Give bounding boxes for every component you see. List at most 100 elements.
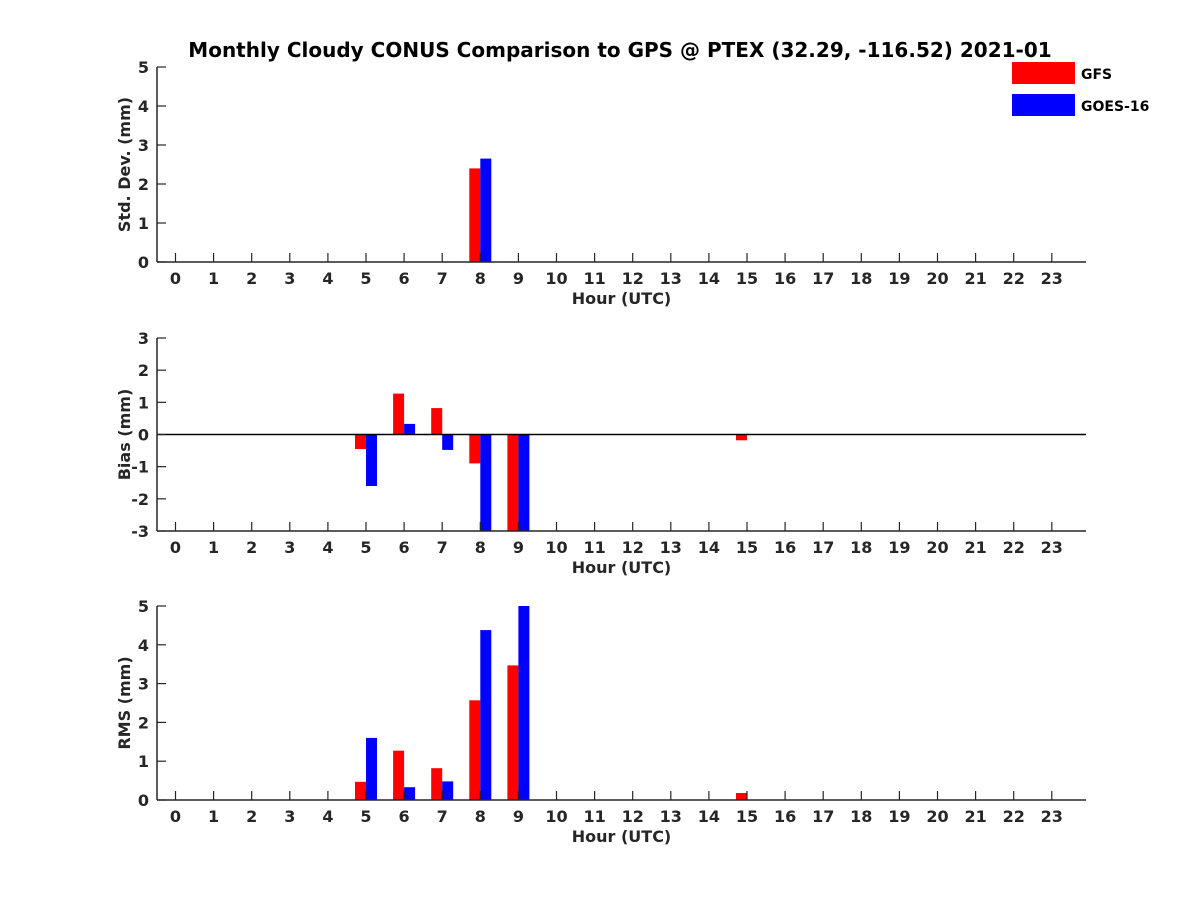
x-tick-label-10: 10: [545, 538, 567, 557]
x-tick-label-10: 10: [545, 807, 567, 826]
x-tick-label-10: 10: [545, 269, 567, 288]
x-tick-label-17: 17: [812, 807, 834, 826]
y-tick-label-1: 1: [138, 214, 149, 233]
x-tick-label-3: 3: [284, 807, 295, 826]
x-tick-label-16: 16: [774, 807, 796, 826]
legend-label-gfs: GFS: [1081, 67, 1112, 83]
x-tick-label-18: 18: [850, 269, 872, 288]
legend-swatch-goes16: [1012, 94, 1075, 116]
y-tick-label-4: 4: [138, 636, 149, 655]
x-tick-label-11: 11: [583, 807, 605, 826]
x-tick-label-12: 12: [622, 807, 644, 826]
x-tick-label-8: 8: [475, 807, 486, 826]
x-tick-label-1: 1: [208, 538, 219, 557]
x-tick-label-21: 21: [964, 807, 986, 826]
x-tick-label-19: 19: [888, 538, 910, 557]
x-tick-label-3: 3: [284, 538, 295, 557]
y-tick-label-0: 0: [138, 426, 149, 445]
bar-gfs-hour-8: [469, 168, 481, 262]
x-tick-label-8: 8: [475, 538, 486, 557]
x-tick-label-13: 13: [660, 807, 682, 826]
y-tick-label-0: 0: [138, 253, 149, 272]
y-tick-label-1: 1: [138, 393, 149, 412]
y-tick-label-5: 5: [138, 58, 149, 77]
x-tick-label-9: 9: [513, 269, 524, 288]
chart-title: Monthly Cloudy CONUS Comparison to GPS @…: [188, 38, 1051, 62]
legend-label-goes16: GOES-16: [1081, 99, 1149, 115]
x-tick-label-7: 7: [437, 269, 448, 288]
legend-swatch-gfs: [1012, 62, 1075, 84]
y-tick-label-2: 2: [138, 713, 149, 732]
x-tick-label-4: 4: [322, 538, 333, 557]
x-tick-label-20: 20: [926, 538, 948, 557]
y-tick-label-5: 5: [138, 597, 149, 616]
x-tick-label-22: 22: [1003, 269, 1025, 288]
bar-goes16-hour-6: [404, 423, 416, 435]
x-tick-label-9: 9: [513, 538, 524, 557]
x-tick-label-15: 15: [736, 807, 758, 826]
x-axis-label: Hour (UTC): [572, 827, 672, 846]
x-tick-label-16: 16: [774, 538, 796, 557]
bar-goes16-hour-7: [442, 781, 454, 800]
bar-gfs-hour-9: [507, 434, 519, 531]
bar-gfs-hour-9: [507, 665, 519, 800]
bar-goes16-hour-5: [366, 737, 377, 800]
x-tick-label-14: 14: [698, 538, 720, 557]
x-tick-label-2: 2: [246, 538, 257, 557]
x-tick-label-18: 18: [850, 807, 872, 826]
x-tick-label-13: 13: [660, 269, 682, 288]
x-tick-label-2: 2: [246, 269, 257, 288]
bar-gfs-hour-8: [469, 434, 481, 464]
x-tick-label-23: 23: [1041, 807, 1063, 826]
y-tick-label-4: 4: [138, 97, 149, 116]
bar-goes16-hour-7: [442, 434, 454, 450]
y-tick-label-0: 0: [138, 791, 149, 810]
x-tick-label-7: 7: [437, 807, 448, 826]
x-tick-label-16: 16: [774, 269, 796, 288]
bar-gfs-hour-8: [469, 700, 481, 800]
bar-gfs-hour-6: [393, 393, 405, 435]
x-tick-label-11: 11: [583, 538, 605, 557]
bar-goes16-hour-8: [480, 158, 492, 262]
x-tick-label-0: 0: [170, 807, 181, 826]
y-tick-label-2: 2: [138, 175, 149, 194]
x-tick-label-22: 22: [1003, 538, 1025, 557]
legend: GFS GOES-16: [1012, 62, 1149, 116]
bar-goes16-hour-8: [480, 630, 492, 800]
x-tick-label-6: 6: [399, 269, 410, 288]
x-tick-label-0: 0: [170, 538, 181, 557]
bar-goes16-hour-6: [404, 787, 416, 800]
bar-goes16-hour-9: [518, 434, 530, 531]
y-tick-label-1: 1: [138, 752, 149, 771]
x-tick-label-4: 4: [322, 807, 333, 826]
bar-goes16-hour-5: [366, 434, 377, 486]
x-tick-label-22: 22: [1003, 807, 1025, 826]
x-tick-label-11: 11: [583, 269, 605, 288]
x-tick-label-14: 14: [698, 269, 720, 288]
x-tick-label-12: 12: [622, 269, 644, 288]
x-tick-label-5: 5: [360, 538, 371, 557]
x-tick-label-15: 15: [736, 538, 758, 557]
bar-gfs-hour-15: [736, 793, 747, 800]
x-tick-label-5: 5: [360, 807, 371, 826]
x-tick-label-12: 12: [622, 538, 644, 557]
y-axis-label: Bias (mm): [115, 389, 134, 481]
x-tick-label-20: 20: [926, 269, 948, 288]
x-axis-label: Hour (UTC): [572, 289, 672, 308]
x-tick-label-7: 7: [437, 538, 448, 557]
bar-gfs-hour-7: [431, 408, 443, 435]
x-tick-label-20: 20: [926, 807, 948, 826]
x-tick-label-19: 19: [888, 269, 910, 288]
x-tick-label-4: 4: [322, 269, 333, 288]
x-tick-label-19: 19: [888, 807, 910, 826]
y-tick-label-2: 2: [138, 361, 149, 380]
x-tick-label-17: 17: [812, 538, 834, 557]
x-tick-label-14: 14: [698, 807, 720, 826]
y-tick-label--2: -2: [131, 490, 149, 509]
bar-gfs-hour-7: [431, 768, 443, 800]
x-tick-label-23: 23: [1041, 538, 1063, 557]
